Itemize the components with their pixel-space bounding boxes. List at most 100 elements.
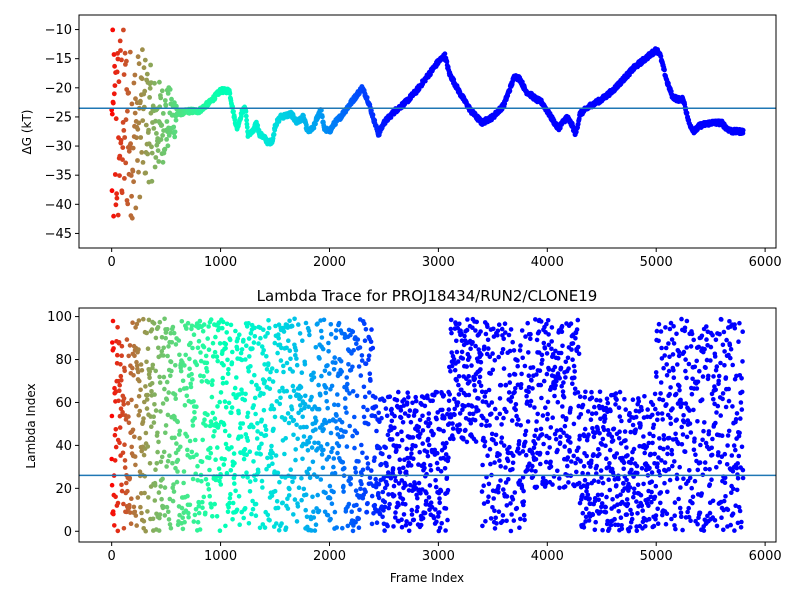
data-point <box>245 410 251 416</box>
data-point <box>212 429 217 434</box>
data-point <box>363 361 369 367</box>
data-point <box>248 331 254 336</box>
data-point <box>285 411 291 416</box>
data-point <box>346 501 352 507</box>
data-point <box>492 460 497 465</box>
data-point <box>161 449 167 455</box>
data-point <box>521 512 527 518</box>
data-point <box>683 368 688 374</box>
data-point <box>320 465 326 471</box>
data-point <box>581 464 587 469</box>
data-point <box>115 56 121 62</box>
data-point <box>149 178 155 184</box>
data-point <box>540 475 546 481</box>
data-point <box>360 467 366 473</box>
data-point <box>262 378 268 384</box>
data-point <box>313 418 319 424</box>
data-point <box>164 464 169 469</box>
data-point <box>265 330 270 336</box>
data-point <box>644 444 650 449</box>
data-point <box>454 349 460 355</box>
data-point <box>513 402 519 407</box>
data-point <box>452 367 458 373</box>
data-point <box>594 463 599 469</box>
data-point <box>266 361 271 366</box>
data-point <box>708 344 714 350</box>
data-point <box>499 350 505 356</box>
data-point <box>733 447 738 453</box>
data-point <box>492 526 498 531</box>
data-point <box>511 348 517 353</box>
data-point <box>235 346 240 352</box>
data-point <box>274 521 279 526</box>
data-point <box>649 489 654 495</box>
data-point <box>128 173 134 178</box>
data-point <box>125 488 130 494</box>
data-point <box>164 397 170 402</box>
data-point <box>215 404 220 409</box>
data-point <box>518 382 524 387</box>
data-point <box>365 407 370 413</box>
data-point <box>122 50 128 56</box>
x-tick-label: 0 <box>108 255 116 270</box>
data-point <box>356 516 362 521</box>
data-point <box>169 96 174 102</box>
data-point <box>209 505 214 510</box>
data-point <box>740 359 745 364</box>
data-point <box>253 411 258 417</box>
data-point <box>566 366 571 371</box>
data-point <box>603 405 609 411</box>
data-point <box>629 511 635 517</box>
data-point <box>293 457 298 463</box>
data-point <box>271 426 276 432</box>
data-point <box>511 518 517 523</box>
data-point <box>244 124 250 130</box>
data-point <box>187 366 192 372</box>
data-point <box>428 468 434 473</box>
data-point <box>600 527 605 533</box>
data-point <box>329 383 335 389</box>
data-point <box>680 527 685 533</box>
data-point <box>281 369 286 375</box>
data-point <box>331 464 336 470</box>
data-point <box>121 127 127 133</box>
data-point <box>538 461 543 467</box>
data-point <box>557 476 562 481</box>
data-point <box>709 477 714 483</box>
data-point <box>465 317 470 322</box>
data-point <box>114 191 119 197</box>
data-point <box>267 386 273 392</box>
data-point <box>300 456 305 462</box>
data-point <box>613 391 619 396</box>
data-point <box>569 459 574 464</box>
data-point <box>597 398 603 403</box>
data-point <box>152 164 158 170</box>
data-point <box>333 328 339 333</box>
data-point <box>297 331 303 336</box>
data-point <box>117 388 122 394</box>
data-point <box>531 445 537 451</box>
data-point <box>599 492 605 498</box>
data-point <box>553 436 559 442</box>
data-point <box>271 406 277 412</box>
data-point <box>572 375 577 381</box>
data-point <box>444 440 449 446</box>
data-point <box>633 414 639 420</box>
data-point <box>196 503 202 509</box>
data-point <box>214 514 220 519</box>
data-point <box>526 373 532 379</box>
data-point <box>220 325 225 331</box>
data-point <box>653 483 659 489</box>
data-point <box>552 364 558 370</box>
data-point <box>117 153 123 159</box>
data-point <box>732 528 737 533</box>
data-point <box>398 415 404 421</box>
data-point <box>185 493 190 499</box>
data-point <box>508 327 514 332</box>
data-point <box>171 489 177 494</box>
data-point <box>319 335 325 340</box>
data-point <box>554 378 559 384</box>
data-point <box>447 392 453 397</box>
data-point <box>426 442 432 448</box>
data-point <box>225 509 231 515</box>
